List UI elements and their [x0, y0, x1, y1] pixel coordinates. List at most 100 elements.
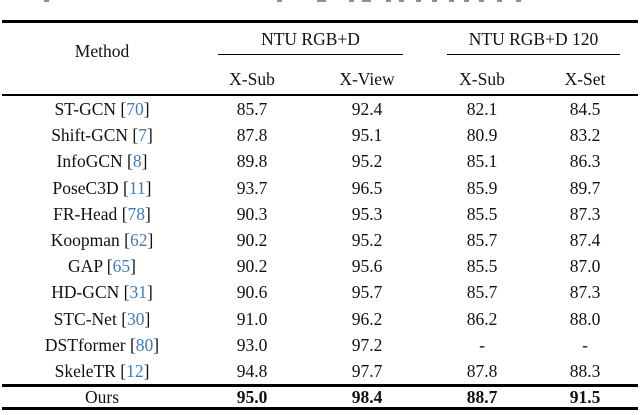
clipped-caption-fragment [386, 0, 391, 2]
method-name: ST-GCN [54, 99, 117, 119]
value-cell: 90.2 [236, 229, 268, 250]
table-row: HD-GCN [31] 90.6 95.7 85.7 87.3 [2, 279, 638, 305]
value-cell: 85.7 [466, 229, 498, 250]
clipped-caption-fragment [464, 0, 469, 2]
value-cell: 88.7 [466, 386, 498, 407]
clipped-caption-fragment [44, 0, 49, 2]
value-cell: 84.5 [569, 99, 601, 119]
method-cell: ST-GCN [70] [2, 96, 202, 122]
clipped-caption-fragment [497, 0, 502, 2]
value-cell: 90.3 [236, 203, 268, 224]
citation-bracket: ] [146, 282, 153, 303]
citation-ref[interactable]: 31 [129, 282, 147, 303]
method-name: Shift-GCN [51, 125, 129, 146]
table-row: STC-Net [30] 91.0 96.2 86.2 88.0 [2, 306, 638, 332]
value-cell: 93.7 [236, 177, 268, 198]
value-cell: 95.0 [236, 386, 268, 407]
citation-bracket: ] [147, 229, 154, 250]
value-cell: 87.3 [569, 282, 601, 303]
citation-bracket: [ [116, 308, 128, 329]
method-name: HD-GCN [51, 282, 120, 303]
value-cell: 98.4 [351, 386, 383, 407]
value-cell: 86.3 [569, 151, 601, 172]
value-cell: 85.5 [466, 203, 498, 224]
method-cell: SkeleTR [12] [2, 358, 202, 384]
citation-bracket: ] [143, 360, 150, 381]
group-header-ntu-rgbd: NTU RGB+D [261, 28, 360, 49]
citation-ref[interactable]: 70 [126, 99, 144, 119]
value-cell: 95.7 [351, 282, 383, 303]
table-row: SkeleTR [12] 94.8 97.7 87.8 88.3 [2, 358, 638, 384]
citation-ref[interactable]: 11 [128, 177, 146, 198]
citation-bracket: ] [153, 334, 160, 355]
header-bottom-rule [2, 93, 638, 96]
value-cell: 97.7 [351, 360, 383, 381]
value-cell: 85.1 [466, 151, 498, 172]
table-row: InfoGCN [8] 89.8 95.2 85.1 86.3 [2, 148, 638, 174]
value-cell: 87.8 [236, 125, 268, 146]
column-header-xview-ntu60: X-View [339, 68, 395, 89]
citation-bracket: [ [116, 99, 127, 119]
citation-ref[interactable]: 80 [135, 334, 154, 355]
citation-bracket: [ [125, 334, 136, 355]
method-name: FR-Head [53, 203, 118, 224]
method-name: InfoGCN [56, 151, 123, 172]
group-header-ntu-rgbd-120: NTU RGB+D 120 [468, 28, 599, 49]
citation-bracket: [ [102, 256, 113, 277]
citation-ref[interactable]: 8 [132, 151, 142, 172]
value-cell: 87.3 [569, 203, 601, 224]
citation-bracket: ] [145, 177, 152, 198]
group-underline-ntu-rgbd [218, 53, 403, 55]
value-cell: 87.8 [466, 360, 498, 381]
column-header-method: Method [74, 40, 130, 61]
clipped-caption-fragment [317, 0, 326, 2]
citation-ref[interactable]: 78 [127, 203, 146, 224]
citation-ref[interactable]: 65 [112, 256, 131, 277]
clipped-caption-fragment [432, 0, 437, 2]
citation-ref[interactable]: 30 [127, 308, 145, 329]
table-top-rule [2, 20, 638, 23]
citation-bracket: ] [144, 308, 151, 329]
value-cell: - [479, 334, 485, 355]
value-cell: 96.2 [351, 308, 383, 329]
clipped-caption-fragment [349, 0, 354, 2]
value-cell: 85.7 [466, 282, 498, 303]
citation-bracket: ] [146, 125, 153, 146]
method-name: SkeleTR [54, 360, 116, 381]
method-name: PoseC3D [52, 177, 119, 198]
table-header: Method NTU RGB+D NTU RGB+D 120 X-Sub X-V… [2, 23, 638, 94]
column-header-xsub-ntu120: X-Sub [459, 68, 505, 89]
citation-bracket: [ [122, 151, 133, 172]
value-cell: 88.0 [569, 308, 601, 329]
value-cell: 94.8 [236, 360, 268, 381]
citation-bracket: ] [141, 151, 148, 172]
value-cell: 85.9 [466, 177, 498, 198]
table-row: FR-Head [78] 90.3 95.3 85.5 87.3 [2, 201, 638, 227]
citation-bracket: ] [130, 256, 136, 277]
citation-bracket: [ [119, 282, 130, 303]
method-cell: HD-GCN [31] [2, 279, 202, 305]
clipped-caption-fragment [516, 0, 521, 2]
value-cell: 97.2 [351, 334, 383, 355]
value-cell: 87.4 [569, 229, 601, 250]
citation-ref[interactable]: 62 [129, 229, 148, 250]
value-cell: 85.5 [466, 256, 498, 277]
value-cell: 89.7 [569, 177, 601, 198]
clipped-caption-fragment [479, 0, 484, 2]
value-cell: 93.0 [236, 334, 268, 355]
method-name: DSTformer [44, 334, 126, 355]
citation-ref[interactable]: 12 [126, 360, 144, 381]
clipped-caption-fragment [449, 0, 454, 2]
clipped-caption-fragment [277, 0, 282, 2]
table-row: DSTformer [80] 93.0 97.2 - - [2, 332, 638, 358]
group-underline-ntu-rgbd-120 [447, 53, 620, 55]
table-row: ST-GCN [70] 85.7 92.4 82.1 84.5 [2, 96, 638, 122]
value-cell: 80.9 [466, 125, 498, 146]
results-table: Method NTU RGB+D NTU RGB+D 120 X-Sub X-V… [2, 20, 638, 411]
method-name: Koopman [50, 229, 120, 250]
method-cell: PoseC3D [11] [2, 175, 202, 201]
value-cell: 88.3 [569, 360, 601, 381]
value-cell: 95.3 [351, 203, 383, 224]
citation-ref[interactable]: 7 [138, 125, 147, 146]
